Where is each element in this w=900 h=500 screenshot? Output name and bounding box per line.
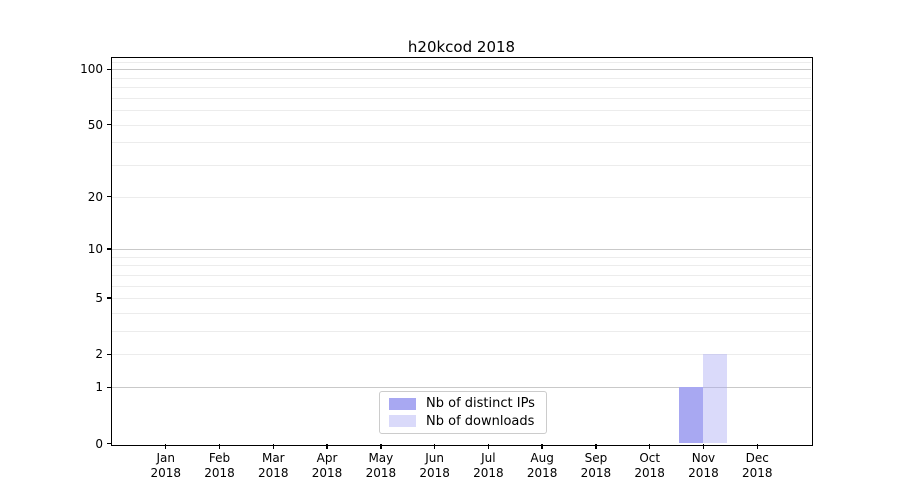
x-tick-label: Jul 2018	[473, 450, 504, 481]
x-tick-label: Aug 2018	[526, 450, 558, 481]
minor-gridline	[112, 110, 811, 112]
minor-gridline	[112, 87, 811, 89]
y-tick-mark	[107, 297, 112, 299]
minor-gridline	[112, 331, 811, 333]
minor-gridline	[112, 354, 811, 356]
minor-gridline	[112, 77, 811, 79]
minor-gridline	[112, 97, 811, 99]
x-tick-mark	[218, 443, 221, 449]
x-tick-label: May 2018	[365, 450, 397, 481]
y-tick-mark	[107, 195, 112, 198]
x-tick-mark	[595, 443, 597, 449]
x-tick-label: Oct 2018	[634, 450, 665, 481]
x-tick-label: Nov 2018	[688, 450, 719, 481]
x-tick-mark	[165, 443, 167, 449]
legend-label-distinct-ips: Nb of distinct IPs	[426, 396, 535, 412]
minor-gridline	[112, 274, 811, 276]
y-tick-mark	[107, 386, 112, 388]
x-tick-mark	[487, 443, 490, 449]
x-tick-mark	[756, 443, 758, 449]
y-tick-mark	[107, 248, 112, 250]
y-tick-label: 20	[87, 189, 103, 204]
x-tick-label: Jun 2018	[419, 450, 450, 481]
bar-distinct-ips-nov	[679, 387, 704, 444]
y-tick-label: 10	[87, 242, 103, 257]
minor-gridline	[112, 124, 811, 126]
x-tick-label: Apr 2018	[311, 450, 343, 481]
y-tick-label: 0	[95, 436, 103, 451]
y-tick-mark	[107, 353, 112, 356]
x-tick-label: Dec 2018	[741, 450, 773, 481]
y-tick-label: 5	[95, 291, 103, 306]
x-tick-label: Feb 2018	[204, 450, 235, 481]
y-tick-label: 50	[87, 117, 103, 132]
y-tick-mark	[107, 123, 112, 126]
y-tick-label: 1	[95, 380, 103, 395]
minor-gridline	[112, 165, 811, 166]
minor-gridline	[112, 312, 811, 314]
bar-downloads-nov	[703, 354, 728, 444]
legend-row-downloads: Nb of downloads	[389, 414, 537, 429]
x-tick-mark	[648, 443, 651, 449]
legend-row-distinct-ips: Nb of distinct IPs	[389, 396, 537, 411]
x-tick-mark	[326, 443, 328, 449]
major-gridline	[112, 69, 811, 71]
y-tick-label: 100	[80, 62, 103, 77]
x-tick-label: Mar 2018	[258, 450, 289, 481]
legend-swatch-downloads	[389, 415, 416, 428]
x-tick-mark	[272, 443, 274, 449]
minor-gridline	[112, 298, 811, 300]
x-tick-label: Jan 2018	[150, 450, 182, 481]
y-tick-label: 2	[95, 347, 103, 362]
x-tick-mark	[702, 443, 705, 449]
minor-gridline	[112, 196, 811, 198]
major-gridline	[112, 387, 811, 389]
minor-gridline	[112, 61, 811, 63]
legend-swatch-distinct-ips	[389, 397, 416, 410]
y-tick-mark	[107, 442, 112, 445]
plot-area	[112, 58, 811, 444]
minor-gridline	[112, 265, 811, 267]
x-tick-mark	[380, 443, 382, 449]
legend-label-downloads: Nb of downloads	[426, 413, 535, 429]
chart-title: h20kcod 2018	[407, 38, 516, 56]
x-tick-mark	[433, 443, 436, 449]
minor-gridline	[112, 285, 811, 287]
major-gridline	[112, 249, 811, 251]
y-tick-mark	[107, 68, 112, 70]
x-tick-mark	[541, 443, 543, 449]
minor-gridline	[112, 256, 811, 258]
minor-gridline	[112, 142, 811, 144]
legend: Nb of distinct IPs Nb of downloads	[379, 391, 547, 434]
x-tick-label: Sep 2018	[580, 450, 612, 481]
